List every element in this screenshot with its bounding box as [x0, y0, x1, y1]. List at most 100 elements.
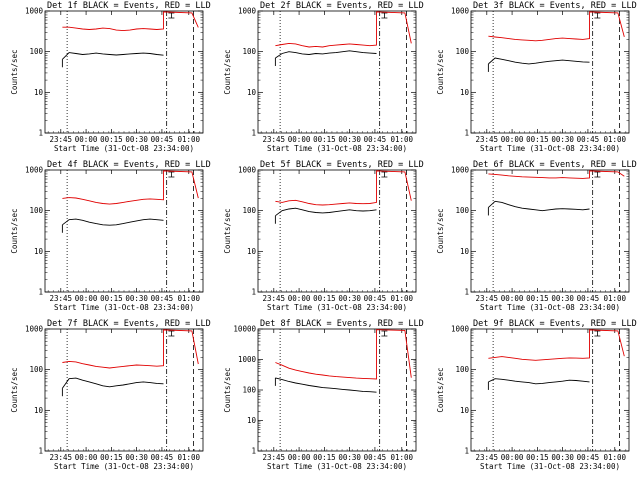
- series-lld: [62, 329, 199, 369]
- x-tick-label: 00:00: [501, 135, 524, 144]
- x-axis-label: Start Time (31-Oct-08 23:34:00): [480, 144, 620, 153]
- x-tick-label: 01:00: [390, 135, 413, 144]
- panel-det-5: Det 5f BLACK = Events, RED = LLD 1 10 100 10…: [223, 160, 424, 312]
- plot-frame: [257, 169, 417, 293]
- x-axis-label: Start Time (31-Oct-08 23:34:00): [54, 303, 194, 312]
- y-tick-label: 1: [38, 288, 43, 297]
- x-tick-label: 23:45: [476, 294, 499, 303]
- series-lld: [62, 170, 199, 205]
- y-axis-label: Counts/sec: [436, 208, 445, 253]
- y-tick-label: 10: [34, 88, 44, 97]
- x-axis-label: Start Time (31-Oct-08 23:34:00): [480, 462, 620, 471]
- y-tick-label: 100: [242, 206, 256, 215]
- panel-title: Det 9f BLACK = Events, RED = LLD: [473, 319, 637, 329]
- series-lld: [488, 329, 625, 361]
- x-tick-label: 23:45: [263, 294, 286, 303]
- x-tick-label: 00:45: [151, 294, 174, 303]
- plot-frame: [470, 169, 630, 293]
- x-tick-label: 00:15: [100, 135, 123, 144]
- x-axis-label: Start Time (31-Oct-08 23:34:00): [54, 462, 194, 471]
- marker-bracket: [168, 12, 175, 19]
- series-events: [488, 57, 590, 65]
- y-axis-label: Counts/sec: [10, 367, 19, 412]
- x-axis-label: Start Time (31-Oct-08 23:34:00): [54, 144, 194, 153]
- y-tick-label: 1: [464, 447, 469, 456]
- x-tick-label: 00:45: [577, 453, 600, 462]
- x-tick-label: 00:30: [338, 135, 361, 144]
- x-tick-label: 23:45: [50, 135, 73, 144]
- y-tick-label: 10: [247, 88, 257, 97]
- y-axis-label: Counts/sec: [223, 208, 232, 253]
- series-lld: [62, 11, 199, 32]
- y-tick-label: 100: [29, 206, 43, 215]
- x-axis-label: Start Time (31-Oct-08 23:34:00): [267, 303, 407, 312]
- x-tick-label: 00:15: [313, 135, 336, 144]
- y-axis-label: Counts/sec: [223, 367, 232, 412]
- x-tick-label: 00:45: [364, 294, 387, 303]
- x-tick-label: 00:30: [125, 453, 148, 462]
- y-tick-label: 10: [34, 406, 44, 415]
- panel-det-4: Det 4f BLACK = Events, RED = LLD 1 10 100 10…: [10, 160, 211, 312]
- series-lld: [275, 170, 412, 206]
- x-tick-label: 00:45: [577, 294, 600, 303]
- x-tick-label: 00:15: [313, 453, 336, 462]
- x-axis-label: Start Time (31-Oct-08 23:34:00): [267, 462, 407, 471]
- y-tick-label: 100: [455, 206, 469, 215]
- x-tick-label: 00:45: [364, 135, 387, 144]
- y-axis-label: Counts/sec: [10, 208, 19, 253]
- panel-det-2: Det 2f BLACK = Events, RED = LLD 1 10 100 10…: [223, 1, 424, 153]
- x-tick-label: 23:45: [263, 453, 286, 462]
- y-axis-label: Counts/sec: [10, 49, 19, 94]
- panel-title: Det 1f BLACK = Events, RED = LLD: [47, 1, 211, 11]
- y-tick-label: 100: [29, 47, 43, 56]
- x-tick-label: 23:45: [263, 135, 286, 144]
- y-tick-label: 1000: [451, 7, 470, 16]
- panel-title: Det 2f BLACK = Events, RED = LLD: [260, 1, 424, 11]
- y-axis-label: Counts/sec: [436, 367, 445, 412]
- y-tick-label: 10000: [233, 325, 256, 334]
- x-tick-label: 01:00: [390, 453, 413, 462]
- x-tick-label: 23:45: [476, 453, 499, 462]
- series-events: [62, 377, 164, 389]
- panel-title: Det 8f BLACK = Events, RED = LLD: [260, 319, 424, 329]
- x-tick-label: 00:30: [338, 294, 361, 303]
- y-tick-label: 100: [455, 365, 469, 374]
- series-lld: [488, 11, 625, 42]
- y-tick-label: 1000: [25, 7, 44, 16]
- y-tick-label: 10: [460, 88, 470, 97]
- x-tick-label: 00:00: [288, 135, 311, 144]
- y-tick-label: 1: [251, 129, 256, 138]
- x-tick-label: 01:00: [177, 453, 200, 462]
- series-events: [62, 52, 164, 60]
- x-tick-label: 00:45: [577, 135, 600, 144]
- y-tick-label: 100: [242, 47, 256, 56]
- panel-title: Det 4f BLACK = Events, RED = LLD: [47, 160, 211, 170]
- y-tick-label: 1000: [451, 325, 470, 334]
- x-tick-label: 00:15: [100, 294, 123, 303]
- y-tick-label: 1: [251, 447, 256, 456]
- panel-det-3: Det 3f BLACK = Events, RED = LLD 1 10 100 10…: [436, 1, 637, 153]
- series-events: [488, 378, 590, 385]
- y-tick-label: 1000: [238, 355, 257, 364]
- panel-title: Det 6f BLACK = Events, RED = LLD: [473, 160, 637, 170]
- panel-title: Det 5f BLACK = Events, RED = LLD: [260, 160, 424, 170]
- panel-det-7: Det 7f BLACK = Events, RED = LLD 1 10 100 10…: [10, 319, 211, 471]
- x-tick-label: 00:30: [551, 294, 574, 303]
- x-tick-label: 00:00: [288, 294, 311, 303]
- y-tick-label: 10: [460, 406, 470, 415]
- x-tick-label: 00:15: [526, 453, 549, 462]
- y-tick-label: 1000: [238, 166, 257, 175]
- x-tick-label: 00:45: [151, 135, 174, 144]
- x-tick-label: 00:00: [501, 294, 524, 303]
- series-lld: [275, 11, 412, 48]
- x-tick-label: 00:00: [75, 294, 98, 303]
- y-tick-label: 1: [251, 288, 256, 297]
- marker-bracket: [168, 330, 175, 337]
- marker-bracket: [381, 171, 388, 178]
- plot-frame: [257, 10, 417, 134]
- series-events: [275, 377, 377, 393]
- panel-title: Det 3f BLACK = Events, RED = LLD: [473, 1, 637, 11]
- y-tick-label: 10: [460, 247, 470, 256]
- y-tick-label: 100: [242, 386, 256, 395]
